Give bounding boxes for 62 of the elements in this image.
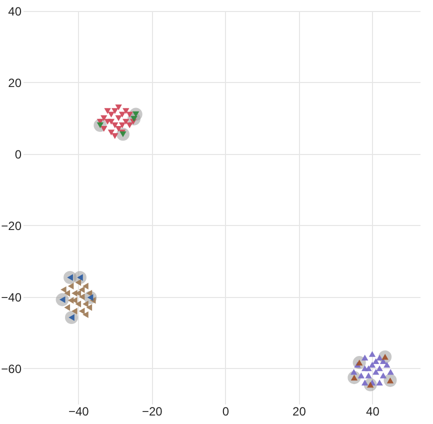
point <box>126 122 133 128</box>
point <box>387 368 394 375</box>
point <box>118 112 126 118</box>
x-tick-label: −20 <box>142 404 163 418</box>
point <box>86 290 92 297</box>
point <box>358 372 365 378</box>
point <box>82 300 88 308</box>
point <box>64 304 70 311</box>
x-tick-label: 0 <box>222 404 230 418</box>
point <box>112 122 118 128</box>
point <box>60 286 66 294</box>
y-tick-label: 40 <box>8 4 22 18</box>
y-tick-label: 0 <box>14 147 22 162</box>
y-tick-label: 20 <box>8 76 22 90</box>
point <box>104 108 111 114</box>
point <box>365 365 372 372</box>
point <box>368 362 376 368</box>
point <box>75 300 82 308</box>
point <box>376 365 383 372</box>
point <box>368 351 376 357</box>
point <box>350 368 358 375</box>
point <box>376 354 383 360</box>
point <box>126 112 133 118</box>
point <box>362 380 368 386</box>
point <box>115 126 122 132</box>
point <box>82 282 88 290</box>
point <box>108 130 115 136</box>
point <box>68 282 74 290</box>
point <box>365 372 372 378</box>
point <box>376 380 383 386</box>
y-tick-label: −40 <box>1 290 22 304</box>
point <box>112 133 118 139</box>
point <box>118 122 126 128</box>
point <box>72 308 78 314</box>
x-tick-label: 40 <box>366 404 380 418</box>
point <box>72 297 78 304</box>
point <box>372 368 380 375</box>
point <box>82 311 88 318</box>
point <box>384 362 390 368</box>
point <box>75 279 82 286</box>
point <box>115 115 122 122</box>
point <box>108 118 115 125</box>
point <box>78 293 85 300</box>
point <box>362 354 368 360</box>
point <box>112 108 118 114</box>
point <box>372 358 380 364</box>
point <box>64 290 70 297</box>
point <box>78 286 85 294</box>
point <box>78 308 85 314</box>
y-tick-label: −20 <box>1 218 22 233</box>
point <box>100 115 108 122</box>
point <box>108 112 115 118</box>
point <box>115 104 122 110</box>
x-tick-label: 20 <box>292 404 306 418</box>
x-tick-label: −40 <box>68 404 90 418</box>
point <box>86 304 92 311</box>
point <box>75 290 82 297</box>
point <box>122 108 130 114</box>
y-tick-label: −60 <box>1 362 22 376</box>
point <box>380 372 387 378</box>
point <box>122 118 130 125</box>
point <box>100 126 108 132</box>
